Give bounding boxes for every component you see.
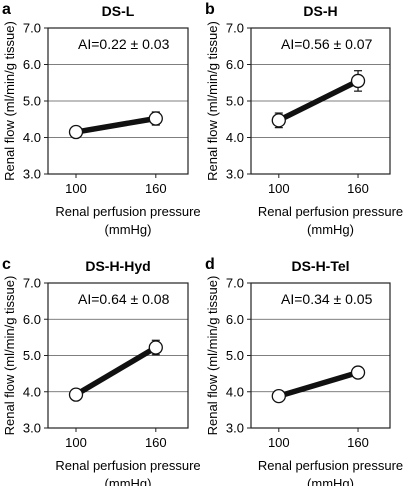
data-point — [148, 111, 163, 126]
ai-annotation: AI=0.34 ± 0.05 — [281, 291, 373, 307]
panel-letter: b — [205, 1, 215, 18]
y-tick-label: 4.0 — [23, 384, 41, 399]
x-tick-label: 160 — [347, 435, 369, 450]
data-point — [68, 387, 84, 402]
panel-letter: c — [2, 256, 11, 273]
y-tick-label: 7.0 — [23, 21, 41, 36]
series-line — [74, 345, 158, 398]
data-point — [271, 388, 286, 404]
data-point — [148, 340, 163, 355]
y-axis-title: Renal flow (ml/min/g tissue) — [205, 21, 220, 181]
x-axis-title: Renal perfusion pressure — [55, 458, 200, 473]
y-tick-label: 5.0 — [23, 348, 41, 363]
panel-b: 3.0 4.0 5.0 6.0 7.0 100 160 AI=0.56 ± 0.07 b DS-H… — [205, 1, 403, 237]
y-axis-title: Renal flow (ml/min/g tissue) — [2, 276, 17, 436]
y-tick-label: 3.0 — [226, 421, 244, 436]
x-axis-title: Renal perfusion pressure — [55, 204, 200, 219]
panel-title: DS-H-Tel — [291, 258, 349, 274]
y-axis-title: Renal flow (ml/min/g tissue) — [2, 21, 17, 181]
y-tick-label: 4.0 — [23, 130, 41, 145]
x-axis-unit: (mmHg) — [307, 476, 354, 486]
y-tick-label: 6.0 — [226, 57, 244, 72]
x-tick-label: 100 — [268, 435, 290, 450]
y-tick-label: 3.0 — [23, 421, 41, 436]
y-tick-label: 7.0 — [226, 21, 244, 36]
y-tick-label: 6.0 — [23, 57, 41, 72]
x-axis-unit: (mmHg) — [307, 222, 354, 237]
ai-annotation: AI=0.56 ± 0.07 — [281, 36, 373, 52]
panel-c: 3.0 4.0 5.0 6.0 7.0 100 160 AI=0.64 ± 0.08 c DS-H… — [2, 256, 201, 491]
panel-letter: a — [2, 1, 11, 18]
y-tick-label: 5.0 — [226, 94, 244, 109]
x-tick-label: 160 — [347, 181, 369, 196]
data-point — [68, 124, 84, 140]
x-tick-label: 100 — [65, 435, 87, 450]
series-line — [278, 369, 359, 399]
x-tick-label: 100 — [65, 181, 87, 196]
y-tick-label: 6.0 — [226, 312, 244, 327]
x-axis-unit: (mmHg) — [105, 222, 152, 237]
series-line — [277, 78, 360, 123]
panel-d: 3.0 4.0 5.0 6.0 7.0 100 160 AI=0.34 ± 0.05 d DS-H… — [205, 256, 403, 491]
x-axis-title: Renal perfusion pressure — [258, 204, 403, 219]
y-tick-label: 5.0 — [23, 94, 41, 109]
y-tick-label: 4.0 — [226, 384, 244, 399]
y-tick-label: 4.0 — [226, 130, 244, 145]
y-tick-label: 3.0 — [226, 167, 244, 182]
series-line — [75, 115, 157, 135]
panel-letter: d — [205, 256, 215, 273]
x-axis-unit: (mmHg) — [105, 476, 152, 486]
y-tick-label: 7.0 — [23, 276, 41, 291]
data-point — [350, 365, 366, 380]
panel-title: DS-H-Hyd — [85, 258, 150, 274]
x-axis-title: Renal perfusion pressure — [258, 458, 403, 473]
ai-annotation: AI=0.22 ± 0.03 — [78, 36, 170, 52]
y-axis-title: Renal flow (ml/min/g tissue) — [205, 276, 220, 436]
ai-annotation: AI=0.64 ± 0.08 — [78, 291, 170, 307]
x-tick-label: 160 — [145, 435, 167, 450]
y-tick-label: 7.0 — [226, 276, 244, 291]
data-point — [271, 113, 286, 128]
panel-title: DS-H — [303, 3, 337, 19]
panel-title: DS-L — [102, 3, 135, 19]
x-tick-label: 160 — [145, 181, 167, 196]
data-point — [350, 73, 366, 89]
y-tick-label: 5.0 — [226, 348, 244, 363]
y-tick-label: 3.0 — [23, 167, 41, 182]
y-tick-label: 6.0 — [23, 312, 41, 327]
x-tick-label: 100 — [268, 181, 290, 196]
panel-a: 3.0 4.0 5.0 6.0 7.0 100 160 AI=0.22 ± 0.03 a DS-L… — [2, 1, 201, 237]
